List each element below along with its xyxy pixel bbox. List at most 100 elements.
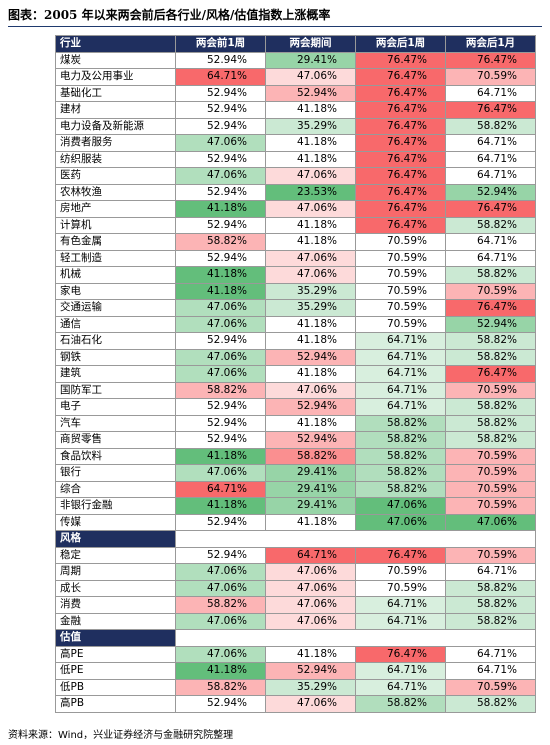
row-label: 国防军工: [55, 381, 176, 399]
value-cell: 29.41%: [265, 480, 356, 498]
header-cell: 两会后1月: [445, 35, 536, 53]
value-cell: 41.18%: [265, 365, 356, 383]
value-cell: 52.94%: [265, 398, 356, 416]
value-cell: 47.06%: [265, 381, 356, 399]
value-cell: 64.71%: [355, 612, 446, 630]
data-row: 钢铁 47.06% 52.94% 64.71% 58.82%: [55, 348, 536, 366]
value-cell: 76.47%: [355, 167, 446, 185]
value-cell: 58.82%: [355, 447, 446, 465]
section-row: 风格: [55, 530, 536, 548]
value-cell: 64.71%: [355, 381, 446, 399]
value-cell: 47.06%: [445, 513, 536, 531]
row-label: 石油石化: [55, 332, 176, 350]
value-cell: 58.82%: [175, 233, 266, 251]
value-cell: 41.18%: [265, 414, 356, 432]
value-cell: 64.71%: [265, 546, 356, 564]
row-label: 钢铁: [55, 348, 176, 366]
data-row: 电力设备及新能源 52.94% 35.29% 76.47% 58.82%: [55, 117, 536, 135]
row-label: 稳定: [55, 546, 176, 564]
data-row: 房地产 41.18% 47.06% 76.47% 76.47%: [55, 200, 536, 218]
data-row: 电子 52.94% 52.94% 64.71% 58.82%: [55, 398, 536, 416]
data-row: 低PB 58.82% 35.29% 64.71% 70.59%: [55, 678, 536, 696]
data-row: 轻工制造 52.94% 47.06% 70.59% 64.71%: [55, 249, 536, 267]
data-row: 有色金属 58.82% 41.18% 70.59% 64.71%: [55, 233, 536, 251]
value-cell: 58.82%: [445, 431, 536, 449]
value-cell: 47.06%: [175, 365, 266, 383]
value-cell: 47.06%: [175, 579, 266, 597]
value-cell: 29.41%: [265, 51, 356, 69]
value-cell: 47.06%: [265, 68, 356, 86]
value-cell: 41.18%: [175, 282, 266, 300]
row-label: 银行: [55, 464, 176, 482]
value-cell: 64.71%: [355, 348, 446, 366]
row-label: 轻工制造: [55, 249, 176, 267]
value-cell: 64.71%: [445, 150, 536, 168]
value-cell: 52.94%: [265, 84, 356, 102]
data-row: 综合 64.71% 29.41% 58.82% 70.59%: [55, 480, 536, 498]
row-label: 商贸零售: [55, 431, 176, 449]
row-label: 周期: [55, 563, 176, 581]
value-cell: 58.82%: [175, 678, 266, 696]
value-cell: 64.71%: [355, 365, 446, 383]
value-cell: 64.71%: [445, 167, 536, 185]
value-cell: 76.47%: [355, 546, 446, 564]
value-cell: 64.71%: [355, 662, 446, 680]
value-cell: 41.18%: [265, 513, 356, 531]
value-cell: 64.71%: [355, 596, 446, 614]
value-cell: 47.06%: [175, 315, 266, 333]
data-row: 农林牧渔 52.94% 23.53% 76.47% 52.94%: [55, 183, 536, 201]
value-cell: 52.94%: [265, 348, 356, 366]
section-blank: [175, 629, 536, 647]
value-cell: 52.94%: [175, 398, 266, 416]
value-cell: 47.06%: [175, 464, 266, 482]
value-cell: 58.82%: [175, 596, 266, 614]
value-cell: 70.59%: [355, 299, 446, 317]
value-cell: 76.47%: [355, 150, 446, 168]
value-cell: 76.47%: [445, 365, 536, 383]
value-cell: 41.18%: [175, 200, 266, 218]
value-cell: 58.82%: [445, 596, 536, 614]
value-cell: 76.47%: [355, 101, 446, 119]
value-cell: 47.06%: [265, 266, 356, 284]
section-row: 估值: [55, 629, 536, 647]
data-row: 机械 41.18% 47.06% 70.59% 58.82%: [55, 266, 536, 284]
value-cell: 76.47%: [355, 645, 446, 663]
value-cell: 70.59%: [355, 249, 446, 267]
value-cell: 52.94%: [175, 150, 266, 168]
data-row: 消费者服务 47.06% 41.18% 76.47% 64.71%: [55, 134, 536, 152]
row-label: 农林牧渔: [55, 183, 176, 201]
value-cell: 70.59%: [355, 282, 446, 300]
value-cell: 64.71%: [355, 332, 446, 350]
row-label: 消费者服务: [55, 134, 176, 152]
row-label: 基础化工: [55, 84, 176, 102]
value-cell: 70.59%: [445, 546, 536, 564]
title: 图表：2005 年以来两会前后各行业/风格/估值指数上涨概率: [8, 8, 331, 22]
value-cell: 29.41%: [265, 497, 356, 515]
row-label: 高PB: [55, 695, 176, 713]
value-cell: 64.71%: [445, 645, 536, 663]
row-label: 高PE: [55, 645, 176, 663]
row-label: 成长: [55, 579, 176, 597]
value-cell: 64.71%: [445, 84, 536, 102]
row-label: 综合: [55, 480, 176, 498]
data-row: 高PE 47.06% 41.18% 76.47% 64.71%: [55, 645, 536, 663]
value-cell: 52.94%: [175, 183, 266, 201]
value-cell: 47.06%: [175, 134, 266, 152]
header-cell: 两会后1周: [355, 35, 446, 53]
value-cell: 52.94%: [175, 117, 266, 135]
value-cell: 58.82%: [445, 398, 536, 416]
value-cell: 64.71%: [445, 662, 536, 680]
value-cell: 41.18%: [175, 447, 266, 465]
data-row: 高PB 52.94% 47.06% 58.82% 58.82%: [55, 695, 536, 713]
value-cell: 64.71%: [445, 233, 536, 251]
row-label: 电力设备及新能源: [55, 117, 176, 135]
data-row: 消费 58.82% 47.06% 64.71% 58.82%: [55, 596, 536, 614]
value-cell: 70.59%: [445, 447, 536, 465]
value-cell: 41.18%: [265, 150, 356, 168]
value-cell: 41.18%: [265, 645, 356, 663]
value-cell: 58.82%: [445, 117, 536, 135]
value-cell: 35.29%: [265, 282, 356, 300]
value-cell: 64.71%: [445, 134, 536, 152]
value-cell: 47.06%: [265, 249, 356, 267]
